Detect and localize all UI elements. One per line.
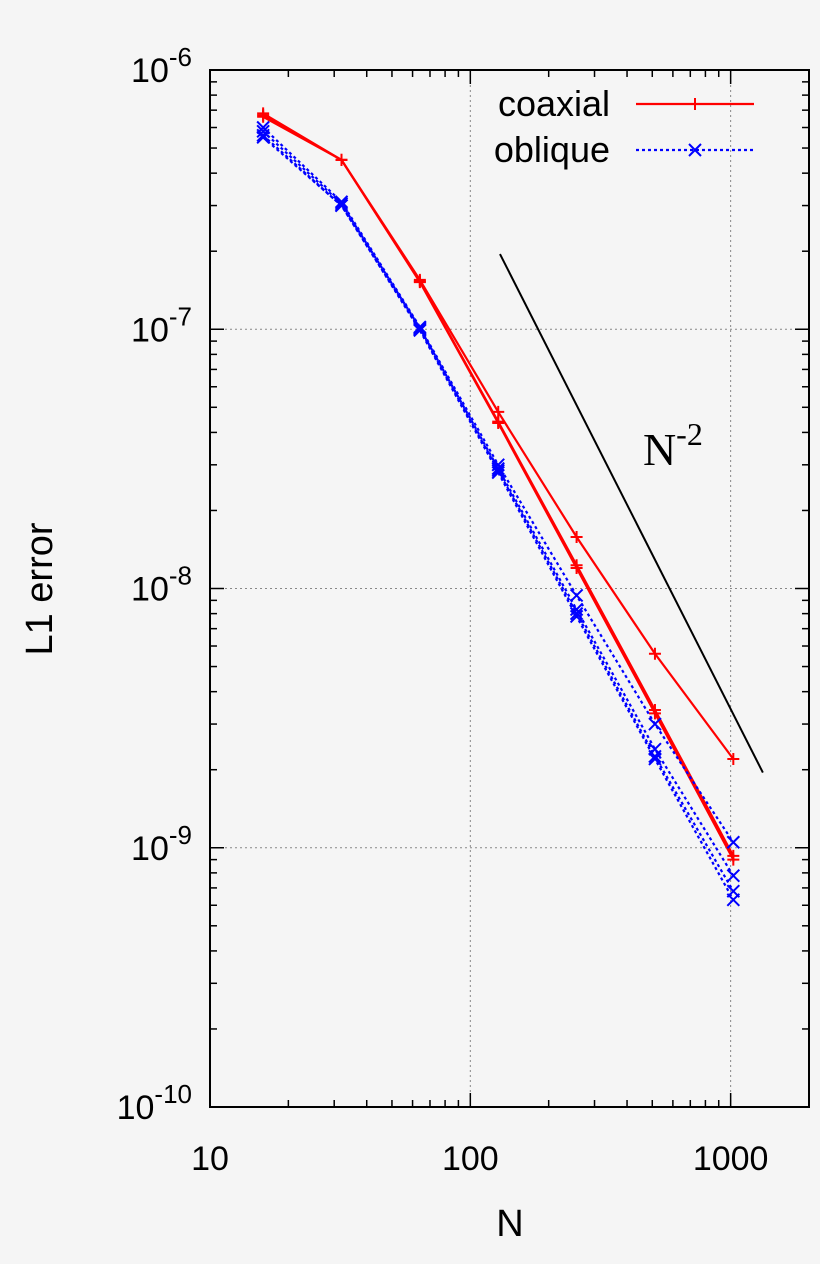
cross-marker xyxy=(726,893,741,907)
series-line xyxy=(262,130,735,877)
x-axis-label: N xyxy=(496,1203,523,1245)
y-tick-label: 10-10 xyxy=(117,1079,192,1127)
legend-label-oblique: oblique xyxy=(494,129,610,170)
cross-marker xyxy=(491,465,505,480)
cross-marker xyxy=(334,198,349,213)
reference-slope-line xyxy=(499,253,764,774)
legend: coaxial oblique xyxy=(494,83,754,170)
cross-marker xyxy=(569,606,584,621)
plus-marker xyxy=(413,276,426,289)
plus-marker xyxy=(727,853,740,866)
cross-marker xyxy=(648,752,662,766)
x-tick-label: 100 xyxy=(442,1140,499,1178)
cross-marker xyxy=(726,869,741,883)
series-run-5 xyxy=(256,128,741,898)
y-axis-label: L1 error xyxy=(19,522,61,655)
cross-marker xyxy=(256,130,270,145)
y-tick-label: 10-8 xyxy=(131,561,192,609)
series-line xyxy=(262,136,735,901)
series-run-1 xyxy=(257,109,740,862)
series-group xyxy=(256,107,741,907)
series-line xyxy=(262,115,735,861)
tick-labels: 10 100 1000 10-10 10-9 10-8 10-7 10-6 xyxy=(117,42,769,1178)
cross-marker xyxy=(491,463,505,478)
cross-marker xyxy=(648,717,662,731)
plus-marker xyxy=(257,110,270,123)
cross-marker xyxy=(726,835,741,849)
x-tick-label: 10 xyxy=(191,1140,229,1178)
cross-marker xyxy=(688,143,702,157)
cross-marker xyxy=(256,128,270,142)
series-line xyxy=(262,134,735,892)
cross-marker xyxy=(256,124,270,139)
cross-marker xyxy=(569,609,584,624)
series-run-4 xyxy=(256,124,741,883)
plus-marker xyxy=(727,752,740,765)
series-line xyxy=(262,126,735,843)
plot-frame xyxy=(209,69,810,1108)
legend-label-coaxial: coaxial xyxy=(498,83,610,124)
plus-marker xyxy=(570,561,583,574)
cross-marker xyxy=(413,323,427,338)
cross-marker xyxy=(334,196,349,211)
plus-marker xyxy=(648,647,661,660)
y-tick-label: 10-6 xyxy=(131,42,192,90)
cross-marker xyxy=(569,588,584,603)
cross-marker xyxy=(334,195,349,209)
plus-marker xyxy=(570,530,583,543)
series-line xyxy=(262,114,735,857)
series-run-2 xyxy=(257,110,740,866)
y-tick-label: 10-7 xyxy=(131,301,192,349)
reference-slope-label: N-2 xyxy=(643,416,703,475)
plus-marker xyxy=(648,707,661,720)
reference-line-group: N-2 xyxy=(499,253,764,774)
series-oblique-3 xyxy=(256,120,741,849)
grid-lines xyxy=(210,70,809,1107)
plus-marker xyxy=(335,153,348,166)
x-tick-label: 1000 xyxy=(693,1140,769,1178)
plus-marker xyxy=(689,98,701,110)
plus-marker xyxy=(492,416,505,429)
y-tick-label: 10-9 xyxy=(131,820,192,868)
series-run-6 xyxy=(256,130,741,907)
axis-ticks xyxy=(209,70,810,1108)
